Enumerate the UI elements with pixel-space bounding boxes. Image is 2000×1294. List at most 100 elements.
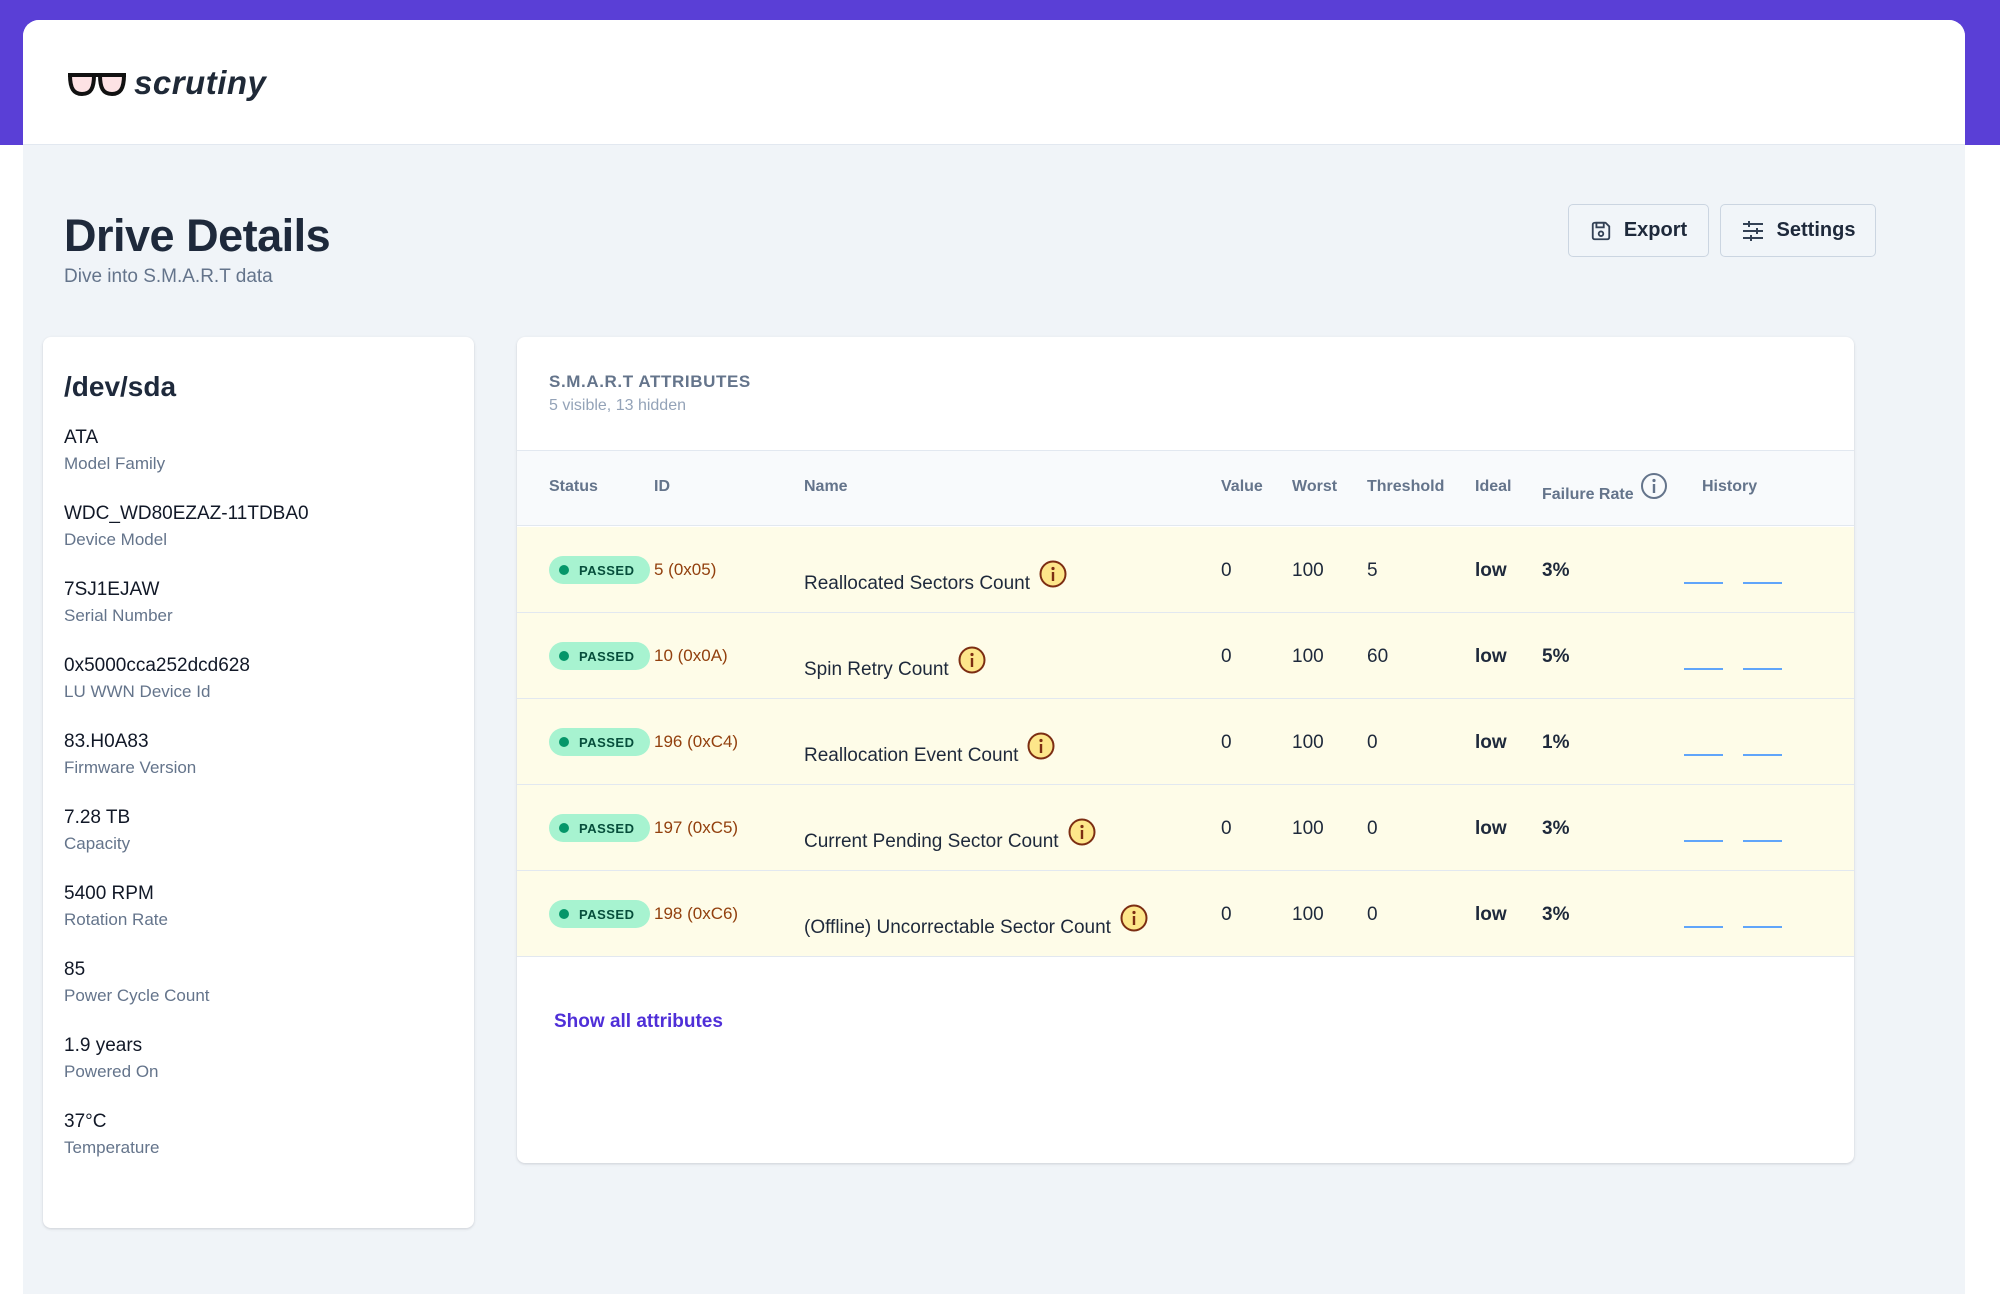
attribute-worst: 100 (1292, 646, 1324, 667)
field-device-model: WDC_WD80EZAZ-11TDBA0 Device Model (64, 502, 444, 578)
attribute-id: 196 (0xC4) (654, 732, 739, 751)
failure-rate-info-icon[interactable] (1640, 472, 1668, 500)
field-value: 83.H0A83 (64, 731, 149, 752)
history-segment (1743, 582, 1782, 584)
attribute-failure-rate: 3% (1542, 818, 1570, 839)
settings-button[interactable]: Settings (1720, 204, 1876, 257)
top-header: scrutiny (23, 20, 1965, 145)
save-icon (1591, 221, 1610, 240)
export-button[interactable]: Export (1568, 204, 1709, 257)
attribute-name: Spin Retry Count (804, 646, 987, 681)
history-sparkline[interactable] (1684, 668, 1784, 670)
field-label: Temperature (64, 1138, 160, 1157)
attribute-id: 198 (0xC6) (654, 904, 739, 923)
attribute-failure-rate: 3% (1542, 560, 1570, 581)
attribute-name: Current Pending Sector Count (804, 818, 1097, 853)
column-status[interactable]: Status (549, 478, 598, 495)
table-row[interactable]: PASSED 198 (0xC6) (Offline) Uncorrectabl… (517, 871, 1854, 957)
field-label: Model Family (64, 454, 166, 473)
field-value: 85 (64, 959, 86, 980)
history-segment (1743, 668, 1782, 670)
column-value[interactable]: Value (1221, 478, 1263, 495)
column-history[interactable]: History (1702, 478, 1758, 495)
history-segment (1743, 926, 1782, 928)
history-segment (1684, 926, 1723, 928)
attribute-name-text: Reallocation Event Count (804, 745, 1019, 766)
table-row[interactable]: PASSED 196 (0xC4) Reallocation Event Cou… (517, 699, 1854, 785)
column-name[interactable]: Name (804, 478, 848, 495)
attribute-failure-rate: 3% (1542, 904, 1570, 925)
table-row[interactable]: PASSED 5 (0x05) Reallocated Sectors Coun… (517, 527, 1854, 613)
table-row[interactable]: PASSED 197 (0xC5) Current Pending Sector… (517, 785, 1854, 871)
column-threshold[interactable]: Threshold (1367, 478, 1445, 495)
attribute-ideal: low (1475, 560, 1507, 581)
history-sparkline[interactable] (1684, 582, 1784, 584)
field-model-family: ATA Model Family (64, 426, 444, 502)
attribute-name: Reallocation Event Count (804, 732, 1056, 767)
attribute-id: 5 (0x05) (654, 560, 717, 579)
attribute-name-text: Current Pending Sector Count (804, 831, 1059, 852)
field-value: ATA (64, 427, 99, 448)
smart-attributes-card: S.M.A.R.T ATTRIBUTES 5 visible, 13 hidde… (517, 337, 1854, 1163)
info-icon[interactable] (1038, 559, 1068, 589)
drive-fields: ATA Model Family WDC_WD80EZAZ-11TDBA0 De… (64, 426, 444, 1186)
status-badge: PASSED (549, 556, 650, 584)
status-text: PASSED (579, 562, 635, 578)
history-segment (1684, 668, 1723, 670)
column-failure-rate[interactable]: Failure Rate (1542, 486, 1634, 503)
field-label: Rotation Rate (64, 910, 168, 929)
status-dot (559, 651, 569, 661)
status-text: PASSED (579, 734, 635, 750)
logo-text: scrutiny (134, 64, 267, 101)
field-label: Serial Number (64, 606, 173, 625)
field-serial-number: 7SJ1EJAW Serial Number (64, 578, 444, 654)
info-icon[interactable] (1067, 817, 1097, 847)
column-ideal[interactable]: Ideal (1475, 478, 1512, 495)
field-value: WDC_WD80EZAZ-11TDBA0 (64, 503, 309, 524)
status-text: PASSED (579, 648, 635, 664)
attribute-id: 197 (0xC5) (654, 818, 739, 837)
field-value: 0x5000cca252dcd628 (64, 655, 250, 676)
attribute-worst: 100 (1292, 818, 1324, 839)
settings-label: Settings (1776, 219, 1856, 241)
show-all-attributes-link[interactable]: Show all attributes (554, 1011, 723, 1032)
field-value: 37°C (64, 1111, 107, 1132)
page-title: Drive Details (64, 210, 331, 261)
attribute-value: 0 (1221, 560, 1232, 581)
history-sparkline[interactable] (1684, 840, 1784, 842)
field-label: Capacity (64, 834, 131, 853)
status-dot (559, 737, 569, 747)
history-segment (1684, 840, 1723, 842)
history-segment (1684, 582, 1723, 584)
info-icon[interactable] (1026, 731, 1056, 761)
attribute-failure-rate: 5% (1542, 646, 1570, 667)
field-capacity: 7.28 TB Capacity (64, 806, 444, 882)
history-sparkline[interactable] (1684, 926, 1784, 928)
field-rotation-rate: 5400 RPM Rotation Rate (64, 882, 444, 958)
status-dot (559, 823, 569, 833)
attribute-ideal: low (1475, 732, 1507, 753)
info-icon[interactable] (1119, 903, 1149, 933)
attribute-value: 0 (1221, 646, 1232, 667)
status-text: PASSED (579, 820, 635, 836)
table-row[interactable]: PASSED 10 (0x0A) Spin Retry Count 0 100 … (517, 613, 1854, 699)
attribute-threshold: 0 (1367, 732, 1378, 753)
logo[interactable]: scrutiny (66, 62, 266, 104)
attribute-ideal: low (1475, 646, 1507, 667)
attribute-threshold: 5 (1367, 560, 1378, 581)
status-text: PASSED (579, 906, 635, 922)
attribute-name: (Offline) Uncorrectable Sector Count (804, 904, 1149, 939)
history-sparkline[interactable] (1684, 754, 1784, 756)
attribute-name: Reallocated Sectors Count (804, 560, 1068, 595)
attribute-worst: 100 (1292, 732, 1324, 753)
status-badge: PASSED (549, 814, 650, 842)
column-id[interactable]: ID (654, 478, 670, 495)
attribute-worst: 100 (1292, 904, 1324, 925)
page-subtitle: Dive into S.M.A.R.T data (64, 266, 273, 287)
column-worst[interactable]: Worst (1292, 478, 1338, 495)
field-value: 7SJ1EJAW (64, 579, 160, 600)
attribute-name-text: Reallocated Sectors Count (804, 573, 1031, 594)
info-icon[interactable] (957, 645, 987, 675)
attribute-threshold: 0 (1367, 818, 1378, 839)
status-dot (559, 565, 569, 575)
